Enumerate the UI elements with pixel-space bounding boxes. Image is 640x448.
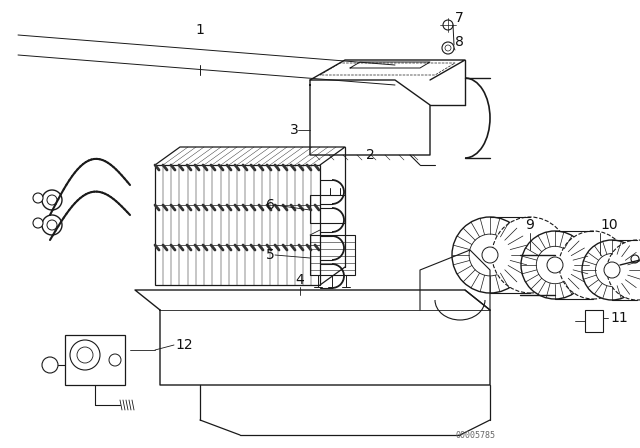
Circle shape: [442, 42, 454, 54]
Text: 7: 7: [455, 11, 464, 25]
Text: 12: 12: [175, 338, 193, 352]
Bar: [65, 335, 125, 385]
Text: 1: 1: [196, 23, 204, 37]
Text: 4: 4: [296, 273, 305, 287]
Text: 10: 10: [600, 218, 618, 232]
Ellipse shape: [492, 217, 568, 293]
Text: 11: 11: [610, 311, 628, 325]
Circle shape: [445, 45, 451, 51]
Circle shape: [42, 215, 62, 235]
Ellipse shape: [607, 240, 640, 300]
Ellipse shape: [559, 231, 627, 299]
Bar: [155, 165, 320, 285]
Circle shape: [70, 340, 100, 370]
Text: 2: 2: [365, 148, 374, 162]
Text: 00005785: 00005785: [455, 431, 495, 439]
Ellipse shape: [452, 217, 528, 293]
Text: 5: 5: [266, 248, 275, 262]
Circle shape: [42, 357, 58, 373]
Ellipse shape: [582, 240, 640, 300]
Ellipse shape: [521, 231, 589, 299]
Circle shape: [47, 220, 57, 230]
Circle shape: [109, 354, 121, 366]
Ellipse shape: [469, 234, 511, 276]
Circle shape: [42, 190, 62, 210]
Circle shape: [482, 247, 498, 263]
Circle shape: [631, 255, 639, 263]
Text: 3: 3: [290, 123, 299, 137]
Circle shape: [604, 262, 620, 278]
Circle shape: [33, 218, 43, 228]
Circle shape: [547, 257, 563, 273]
Bar: [310, 195, 345, 223]
Text: 6: 6: [266, 198, 275, 212]
Circle shape: [47, 195, 57, 205]
Circle shape: [33, 193, 43, 203]
Circle shape: [443, 20, 453, 30]
Circle shape: [77, 347, 93, 363]
Bar: [585, 310, 603, 332]
Ellipse shape: [595, 254, 628, 287]
Ellipse shape: [536, 246, 573, 284]
Text: 9: 9: [525, 218, 534, 232]
Bar: [310, 235, 355, 275]
Text: 8: 8: [455, 35, 464, 49]
